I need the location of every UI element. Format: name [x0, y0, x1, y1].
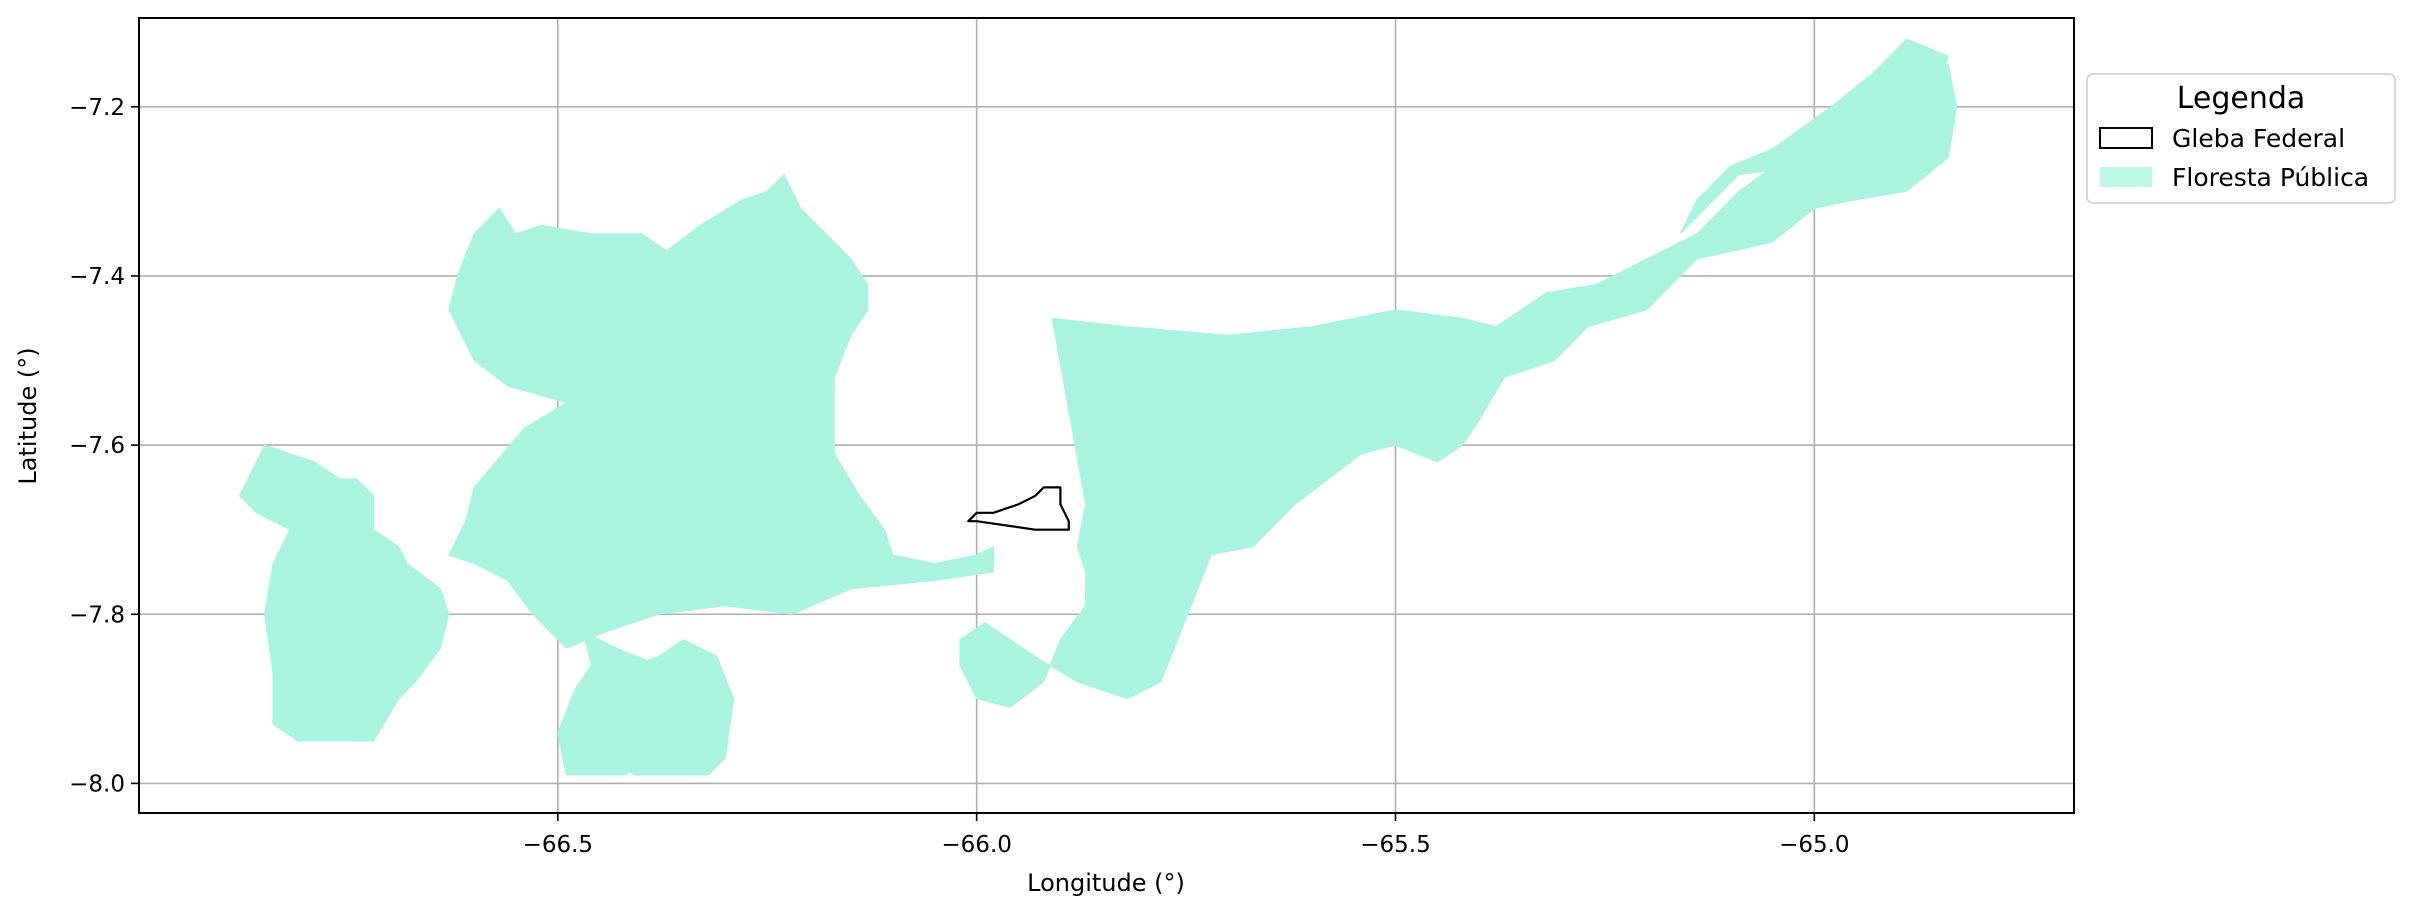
floresta-publica-layer [239, 38, 1958, 776]
legend-swatch-floresta-publica [2100, 167, 2152, 187]
legend-title: Legenda [2177, 81, 2306, 116]
legend-box [2086, 73, 2396, 204]
floresta-publica-polygon [239, 444, 450, 742]
gleba-federal-layer [967, 486, 1070, 531]
legend-label-floresta-publica: Floresta Pública [2172, 163, 2369, 192]
x-axis-label: Longitude (°) [1027, 869, 1185, 897]
y-tick-label: −7.6 [69, 433, 125, 459]
floresta-publica-polygon [959, 64, 1958, 708]
y-axis-ticks: −7.2 −7.4 −7.6 −7.8 −8.0 [69, 95, 139, 797]
y-tick-label: −8.0 [69, 771, 125, 797]
legend-swatch-gleba-federal [2099, 127, 2153, 149]
gleba-federal-polygon [967, 486, 1070, 531]
y-tick-label: −7.8 [69, 602, 125, 628]
y-tick-label: −7.4 [69, 264, 125, 290]
plot-frame [138, 17, 2075, 814]
y-tick-label: −7.2 [69, 95, 125, 121]
x-tick-label: −65.5 [1360, 832, 1430, 858]
floresta-publica-polygon [582, 639, 735, 776]
x-axis-ticks: −66.5 −66.0 −65.5 −65.0 [523, 813, 1850, 858]
x-tick-label: −65.0 [1779, 832, 1849, 858]
floresta-publica-polygon [448, 174, 994, 649]
x-tick-label: −66.5 [523, 832, 593, 858]
y-axis-label: Latitude (°) [14, 347, 42, 484]
legend: Legenda Gleba Federal Floresta Pública [2086, 73, 2396, 204]
legend-label-gleba-federal: Gleba Federal [2172, 124, 2345, 153]
x-tick-label: −66.0 [941, 832, 1011, 858]
floresta-publica-polygon [1679, 38, 1949, 235]
